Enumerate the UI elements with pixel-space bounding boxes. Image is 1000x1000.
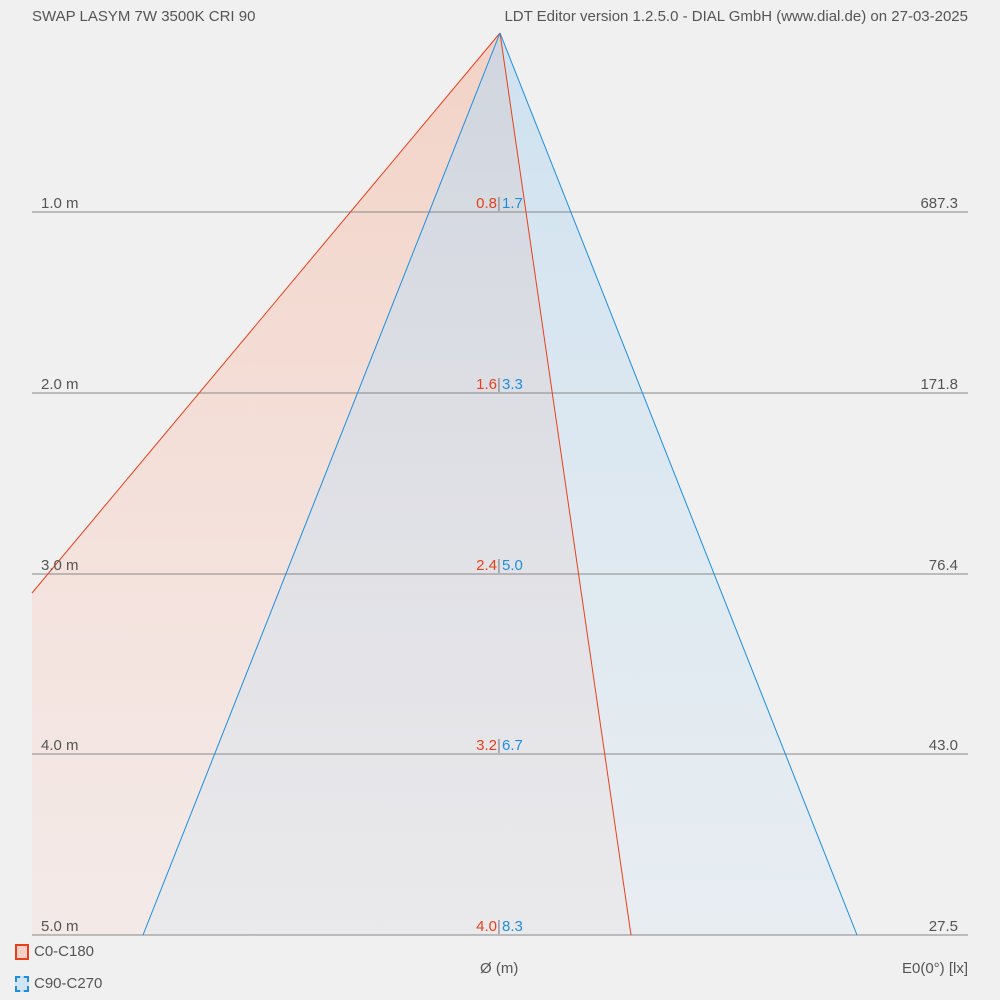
- c0-diameter: 0.8: [476, 195, 497, 212]
- distance-label: 5.0 m: [41, 918, 79, 935]
- c90-left-edge: [142, 32, 501, 936]
- c90-diameter: 5.0: [502, 557, 523, 574]
- distance-label: 3.0 m: [41, 557, 79, 574]
- c0-diameter: 3.2: [476, 737, 497, 754]
- c90-right-edge: [499, 32, 858, 936]
- separator: |: [497, 557, 501, 574]
- separator: |: [497, 918, 501, 935]
- c90-c270-cone: [143, 33, 857, 935]
- c0-left-edge: [31, 32, 501, 594]
- luminaire-title: SWAP LASYM 7W 3500K CRI 90: [32, 8, 256, 25]
- diameter-axis-label: Ø (m): [480, 960, 519, 977]
- separator: |: [497, 376, 501, 393]
- distance-label: 2.0 m: [41, 376, 79, 393]
- illuminance-value: 43.0: [928, 737, 958, 754]
- illuminance-value: 27.5: [928, 918, 958, 935]
- c90-diameter: 1.7: [502, 195, 523, 212]
- legend-label: C0-C180: [34, 943, 95, 960]
- legend-label: C90-C270: [34, 975, 103, 992]
- c0-diameter: 4.0: [476, 918, 497, 935]
- legend-c0-c180: C0-C180: [15, 943, 94, 960]
- separator: |: [497, 737, 501, 754]
- illuminance-value: 76.4: [928, 557, 958, 574]
- c90-diameter: 6.7: [502, 737, 523, 754]
- c0-diameter: 2.4: [476, 557, 497, 574]
- separator: |: [497, 195, 501, 212]
- illuminance-value: 171.8: [920, 376, 958, 393]
- illuminance-value: 687.3: [920, 195, 958, 212]
- c0-right-edge: [499, 32, 632, 936]
- legend-c90-c270: C90-C270: [15, 975, 102, 992]
- c90-diameter: 3.3: [502, 376, 523, 393]
- distance-label: 4.0 m: [41, 737, 79, 754]
- distance-label: 1.0 m: [41, 195, 79, 212]
- blue-dashed-square-icon: [15, 975, 29, 992]
- illuminance-axis-label: E0(0°) [lx]: [901, 960, 968, 977]
- version-info: LDT Editor version 1.2.5.0 - DIAL GmbH (…: [504, 8, 968, 25]
- red-square-icon: [15, 943, 29, 960]
- c0-diameter: 1.6: [476, 376, 497, 393]
- c90-diameter: 8.3: [502, 918, 523, 935]
